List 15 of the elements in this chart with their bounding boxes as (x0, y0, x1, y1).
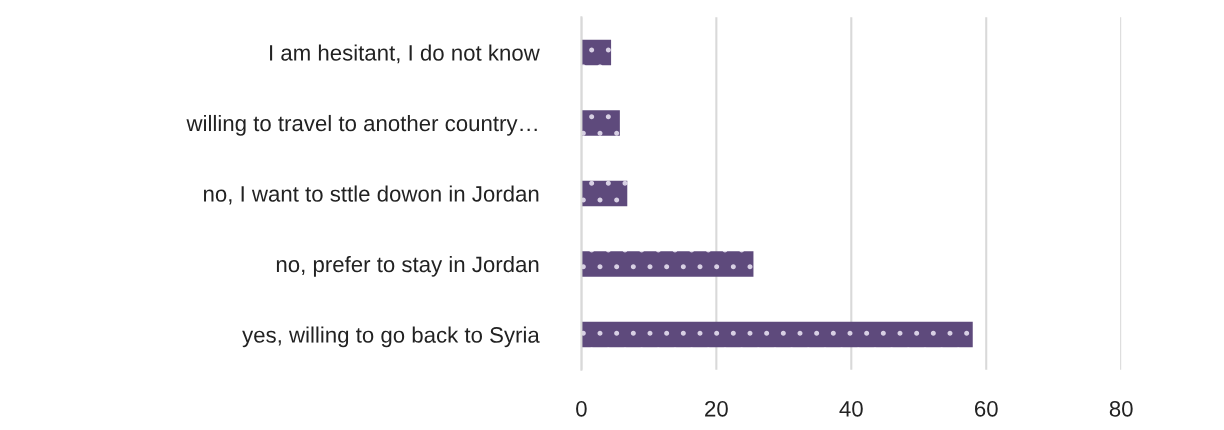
y-tick-label: no, I want to sttle dowon in Jordan (203, 185, 539, 205)
x-tick-label: 60 (975, 400, 998, 417)
bar (581, 321, 973, 348)
bar (581, 39, 612, 66)
x-tick-label: 40 (839, 400, 863, 417)
bar (581, 110, 620, 136)
x-tick-label: 0 (576, 400, 587, 417)
x-tick-label: 20 (705, 400, 728, 417)
y-tick-label: no, prefer to stay in Jordan (276, 255, 539, 277)
bar (581, 251, 754, 277)
y-tick-label: willing to travel to another country… (186, 114, 537, 136)
y-tick-label: yes, willing to go back to Syria (242, 326, 540, 348)
y-tick-label: I am hesitant, I do not know (270, 44, 540, 64)
x-tick-label: 80 (1109, 400, 1133, 417)
bar (581, 180, 628, 207)
